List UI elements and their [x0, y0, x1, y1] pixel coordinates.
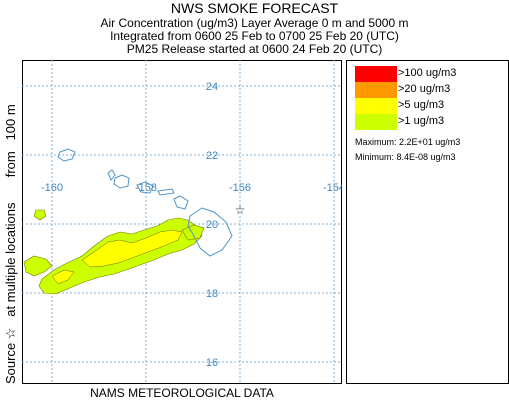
plume-gt5-core: [51, 269, 75, 285]
latitude-label: 22: [206, 150, 218, 162]
latitude-label: 24: [206, 81, 218, 93]
latitude-label: 20: [206, 219, 218, 231]
source-side-label: Source ☆ at multiple locations from 100 …: [0, 60, 20, 384]
legend-label-gt20: >20 ug/m3: [398, 83, 451, 95]
graticule: [22, 60, 342, 384]
island-molokai: [157, 188, 175, 196]
legend-swatch-gt1: [355, 114, 397, 130]
source-location-marker: ☆: [235, 203, 246, 217]
island-nihoa: [57, 148, 76, 162]
smoke-plume: [23, 209, 205, 295]
smoke-map: -160-158-156-154-1522422201816 ☆: [22, 60, 342, 384]
graticule-labels: -160-158-156-154-1522422201816: [41, 81, 342, 369]
plume-gt1-patch: [33, 209, 47, 221]
coastlines: [57, 148, 233, 257]
legend-swatch-gt5: [355, 98, 397, 114]
legend-swatch-gt20: [355, 82, 397, 98]
longitude-label: -158: [135, 182, 157, 194]
plume-gt1-patch: [181, 224, 205, 241]
legend-label-gt5: >5 ug/m3: [398, 99, 445, 111]
plume-gt1-west: [23, 255, 53, 277]
source-side-text: Source ☆ at multiple locations from 100 …: [3, 104, 18, 384]
latitude-label: 16: [206, 357, 218, 369]
latitude-label: 18: [206, 288, 218, 300]
plume-gt5-core: [81, 229, 183, 268]
legend-swatch-gt100: [355, 66, 397, 82]
island-big-island: [187, 207, 233, 257]
legend-box: >100 ug/m3 >20 ug/m3 >5 ug/m3 >1 ug/m3 M…: [346, 60, 509, 384]
island-maui: [173, 195, 189, 210]
legend-label-gt1: >1 ug/m3: [398, 115, 445, 127]
meteorological-data-label: NAMS METEOROLOGICAL DATA: [90, 386, 274, 400]
legend-label-gt100: >100 ug/m3: [398, 67, 457, 79]
island-oahu: [136, 181, 154, 194]
integration-period: Integrated from 0600 25 Feb to 0700 25 F…: [110, 29, 399, 43]
minimum-value: Minimum: 8.4E-08 ug/m3: [355, 152, 456, 162]
maximum-value: Maximum: 2.2E+01 ug/m3: [355, 137, 461, 147]
concentration-subtitle: Air Concentration (ug/m3) Layer Average …: [100, 16, 409, 30]
longitude-label: -154: [323, 182, 342, 194]
map-frame: [22, 60, 342, 384]
island-kauai: [113, 174, 130, 189]
island-niihau: [107, 169, 116, 181]
longitude-label: -160: [41, 182, 63, 194]
forecast-title: NWS SMOKE FORECAST: [170, 0, 339, 16]
release-info: PM25 Release started at 0600 24 Feb 20 (…: [126, 42, 383, 56]
longitude-label: -156: [229, 182, 251, 194]
